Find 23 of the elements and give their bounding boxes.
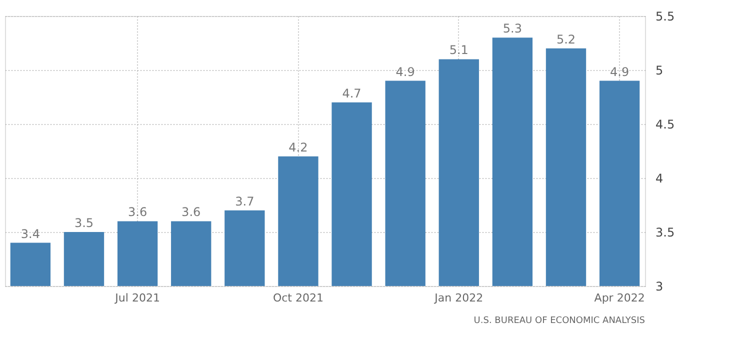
data-label: 5.1 xyxy=(449,43,468,58)
x-tick-label: Jul 2021 xyxy=(114,292,160,304)
data-label: 3.6 xyxy=(128,205,148,220)
text: U.S. BUREAU OF ECONOMIC ANALYSIS xyxy=(474,316,646,326)
data-label: 4.9 xyxy=(610,64,630,79)
y-tick-label: 3 xyxy=(656,280,664,294)
y-tick-label: 4 xyxy=(656,172,664,186)
data-label: 3.4 xyxy=(20,226,40,241)
y-tick-label: 3.5 xyxy=(656,226,675,240)
data-label: 3.5 xyxy=(74,216,94,230)
x-tick-label: Apr 2022 xyxy=(594,292,645,304)
data-label: 3.7 xyxy=(235,194,254,208)
y-tick-label: 5 xyxy=(656,64,664,78)
data-label: 4.9 xyxy=(396,64,415,79)
data-label: 4.7 xyxy=(342,86,362,100)
data-label: 4.2 xyxy=(288,140,308,154)
y-tick-label: 5.5 xyxy=(656,10,675,24)
data-label: 3.6 xyxy=(182,205,201,220)
data-label: 5.3 xyxy=(502,22,522,36)
x-tick-label: Jan 2022 xyxy=(434,292,484,304)
y-tick-label: 4.5 xyxy=(656,118,675,132)
x-tick-label: Oct 2021 xyxy=(272,292,324,304)
data-label: 5.2 xyxy=(556,32,576,46)
